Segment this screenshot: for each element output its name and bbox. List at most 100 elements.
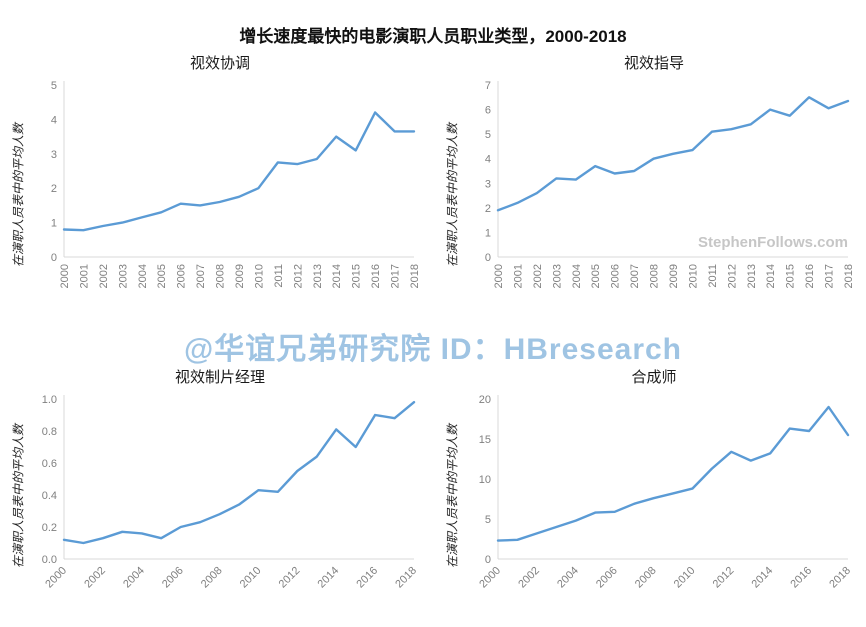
x-tick-label: 2016 [354,565,380,591]
x-tick-label: 2002 [98,264,110,288]
x-tick-label: 2016 [788,565,814,591]
x-tick-label: 2006 [176,264,188,288]
y-tick-label: 1 [51,218,57,230]
y-tick-label: 5 [485,129,491,141]
y-tick-label: 0 [485,252,491,264]
chart-vfx-coordinator: 视效协调 在演职人员表中的平均人数 0 1 2 3 4 5 2000 2001 2002 2003… [8,52,432,315]
x-tick-label: 2002 [82,565,108,591]
y-tick-label: 0.8 [42,426,57,438]
y-tick-label: 10 [479,474,491,486]
x-tick-label: 2011 [707,264,719,288]
y-tick-label: 0.2 [42,522,57,534]
x-tick-label: 2015 [785,264,797,288]
chart-title: 视效制片经理 [174,369,265,386]
series-line [62,400,416,545]
x-tick-label: 2018 [843,264,855,288]
x-tick-label: 2003 [117,264,129,288]
line-plot: 0 5 10 15 20 2000 2002 2004 2006 2008 2010 2012 2014… [477,394,853,591]
y-tick-label: 2 [485,203,491,215]
y-tick-label: 6 [485,105,491,117]
y-axis-label: 在演职人员表中的平均人数 [445,122,460,268]
chart-body: 在演职人员表中的平均人数 0 1 2 3 4 5 2000 2001 2002 2003 2004 2… [8,75,432,315]
y-tick-label: 15 [479,434,491,446]
y-tick-label: 5 [485,514,491,526]
line-plot: 0 1 2 3 4 5 2000 2001 2002 2003 2004 2005 2006 2007 20… [51,80,421,288]
x-tick-label: 2006 [160,565,186,591]
chart-vfx-production-manager: 视效制片经理 在演职人员表中的平均人数 0.0 0.2 0.4 0.6 0.8 1.0 20… [8,366,432,603]
x-tick-label: 2012 [711,565,737,591]
series-line [62,111,416,232]
y-tick-label: 4 [485,154,491,166]
x-tick-label: 2006 [594,565,620,591]
chart-title: 视效协调 [189,55,250,72]
y-tick-label: 0 [51,252,57,264]
x-tick-label: 2010 [253,264,265,288]
x-tick-label: 2010 [687,264,699,288]
x-tick-label: 2008 [649,264,661,288]
chart-title: 合成师 [631,369,677,386]
x-tick-label: 2012 [292,264,304,288]
x-tick-label: 2009 [668,264,680,288]
x-tick-label: 2007 [195,264,207,288]
line-plot: 0 1 2 3 4 5 6 7 2000 2001 2002 2003 2004 2005 2006 2007… [485,80,855,288]
y-tick-label: 2 [51,183,57,195]
x-tick-label: 2013 [312,264,324,288]
x-tick-label: 2002 [532,264,544,288]
x-tick-label: 2000 [493,264,505,288]
x-tick-label: 2017 [390,264,402,288]
x-tick-label: 2014 [765,264,777,288]
x-tick-label: 2012 [726,264,738,288]
chart-compositor: 合成师 在演职人员表中的平均人数 0 5 10 15 20 2000 2002 2004 200… [442,366,866,603]
x-tick-label: 2008 [633,565,659,591]
x-tick-label: 2006 [610,264,622,288]
x-tick-label: 2014 [331,264,343,288]
series-line [496,96,850,212]
y-tick-label: 0.0 [42,554,57,566]
line-plot: 0.0 0.2 0.4 0.6 0.8 1.0 2000 2002 2004 2006 2008 20… [42,394,419,591]
x-tick-label: 2004 [555,565,581,591]
x-tick-label: 2013 [746,264,758,288]
x-tick-label: 2018 [393,565,419,591]
x-tick-label: 2005 [156,264,168,288]
center-watermark: @华谊兄弟研究院 ID：HBresearch [183,333,682,366]
x-tick-label: 2018 [827,565,853,591]
page-title: 增长速度最快的电影演职人员职业类型，2000-2018 [239,27,627,46]
x-tick-label: 2012 [277,565,303,591]
x-tick-label: 2009 [234,264,246,288]
y-tick-label: 1.0 [42,394,57,406]
chart-title: 视效指导 [623,55,684,72]
chart-vfx-supervisor: 视效指导 在演职人员表中的平均人数 0 1 2 3 4 5 6 7 2000 2001 2002 20… [442,52,866,315]
y-tick-label: 5 [51,80,57,92]
y-tick-label: 0.4 [42,490,57,502]
x-tick-label: 2008 [199,565,225,591]
x-tick-label: 2007 [629,264,641,288]
y-tick-label: 7 [485,80,491,92]
x-tick-label: 2015 [351,264,363,288]
x-tick-label: 2018 [409,264,421,288]
chart-body: 在演职人员表中的平均人数 0 5 10 15 20 2000 2002 2004 2006 200… [442,389,866,603]
y-axis-label: 在演职人员表中的平均人数 [445,423,460,569]
x-tick-label: 2004 [571,264,583,288]
x-tick-label: 2014 [750,565,776,591]
x-tick-label: 2010 [238,565,264,591]
x-tick-label: 2003 [551,264,563,288]
x-tick-label: 2004 [137,264,149,288]
x-tick-label: 2000 [477,565,503,591]
y-tick-label: 4 [51,114,57,126]
x-tick-label: 2004 [121,565,147,591]
y-tick-label: 1 [485,227,491,239]
x-tick-label: 2001 [512,264,524,288]
x-tick-label: 2002 [516,565,542,591]
y-axis-label: 在演职人员表中的平均人数 [11,122,26,268]
x-tick-label: 2005 [590,264,602,288]
x-tick-label: 2011 [273,264,285,288]
y-tick-label: 0 [485,554,491,566]
x-tick-label: 2010 [672,565,698,591]
x-tick-label: 2016 [804,264,816,288]
x-tick-label: 2017 [824,264,836,288]
y-tick-label: 3 [485,178,491,190]
series-line [496,405,850,542]
x-tick-label: 2016 [370,264,382,288]
chart-body: 在演职人员表中的平均人数 0.0 0.2 0.4 0.6 0.8 1.0 2000 2002 2… [8,389,432,603]
